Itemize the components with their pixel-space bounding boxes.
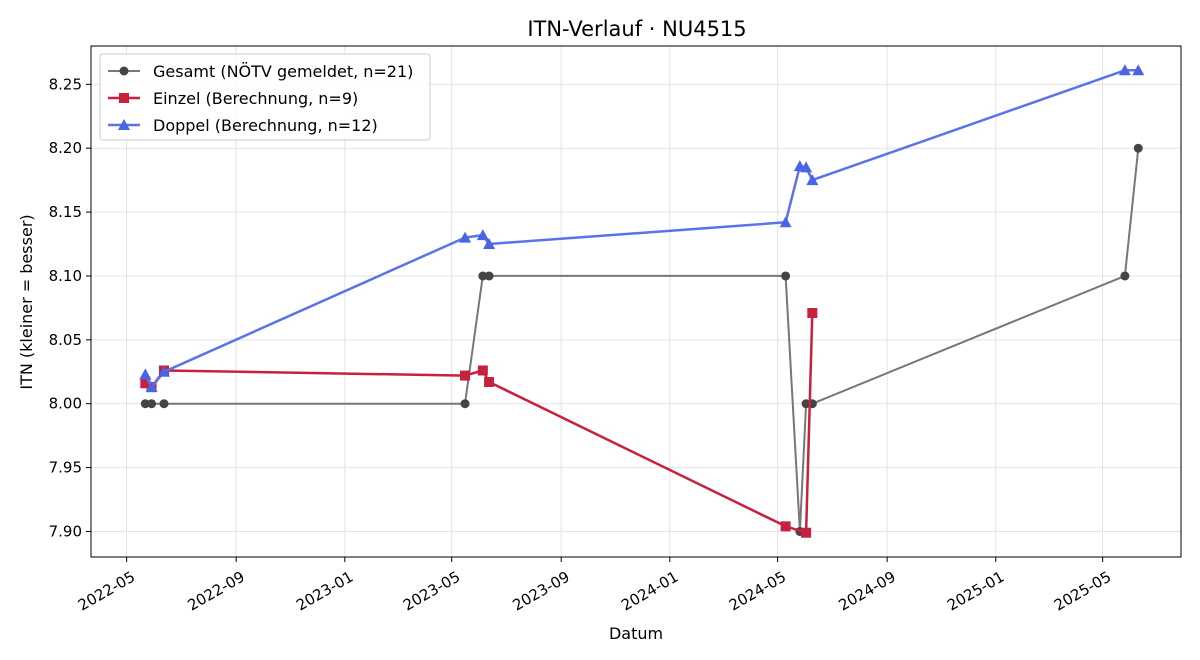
y-axis-label: ITN (kleiner = besser) (17, 214, 36, 389)
data-point-einzel (460, 370, 471, 381)
data-point-gesamt (484, 271, 494, 281)
legend-marker-gesamt (119, 66, 129, 76)
legend-label-doppel: Doppel (Berechnung, n=12) (153, 116, 378, 135)
data-point-doppel (459, 231, 472, 243)
y-tick-label: 8.25 (49, 75, 82, 93)
y-tick-label: 8.00 (49, 395, 82, 413)
data-point-doppel (483, 238, 496, 250)
data-point-einzel (484, 376, 495, 387)
data-point-gesamt (140, 399, 150, 409)
data-point-gesamt (1133, 143, 1143, 153)
data-point-doppel (145, 381, 158, 393)
data-point-einzel (801, 527, 812, 538)
legend-box (99, 53, 431, 141)
legend: Gesamt (NÖTV gemeldet, n=21) Einzel (Bere… (99, 53, 431, 141)
data-point-doppel (800, 161, 813, 173)
plot-frame (90, 45, 1182, 558)
series-doppel (139, 64, 1145, 393)
data-point-gesamt (801, 399, 811, 409)
data-point-doppel (1132, 64, 1145, 76)
y-tick-label: 8.10 (49, 267, 82, 285)
series-layer (139, 64, 1145, 538)
data-point-gesamt (159, 399, 169, 409)
data-point-gesamt (781, 271, 791, 281)
legend-label-gesamt: Gesamt (NÖTV gemeldet, n=21) (153, 62, 413, 81)
y-tick-label: 7.95 (49, 459, 82, 477)
series-gesamt (140, 143, 1143, 536)
data-point-doppel (476, 229, 489, 241)
data-point-doppel (779, 216, 792, 228)
data-point-doppel (139, 368, 152, 380)
legend-label-einzel: Einzel (Berechnung, n=9) (153, 89, 358, 108)
data-point-gesamt (460, 399, 470, 409)
data-point-gesamt (147, 399, 157, 409)
data-point-einzel (780, 521, 791, 532)
data-point-doppel (1118, 64, 1131, 76)
data-point-einzel (807, 307, 818, 318)
legend-marker-einzel (119, 93, 129, 103)
data-point-gesamt (1120, 271, 1130, 281)
y-tick-label: 7.90 (49, 522, 82, 540)
data-point-doppel (158, 365, 171, 377)
y-tick-label: 8.15 (49, 203, 82, 221)
data-point-einzel (477, 365, 488, 376)
data-point-einzel (140, 378, 151, 389)
data-point-doppel (806, 174, 819, 186)
data-point-gesamt (478, 271, 488, 281)
chart-title: ITN-Verlauf · NU4515 (527, 17, 746, 41)
y-tick-label: 8.05 (49, 331, 82, 349)
y-tick-label: 8.20 (49, 139, 82, 157)
legend-marker-doppel (118, 119, 130, 130)
y-axis-ticks: 7.90 7.95 8.00 8.05 8.10 8.15 8.20 8.25 (49, 75, 91, 540)
x-axis-label: Datum (609, 624, 663, 643)
